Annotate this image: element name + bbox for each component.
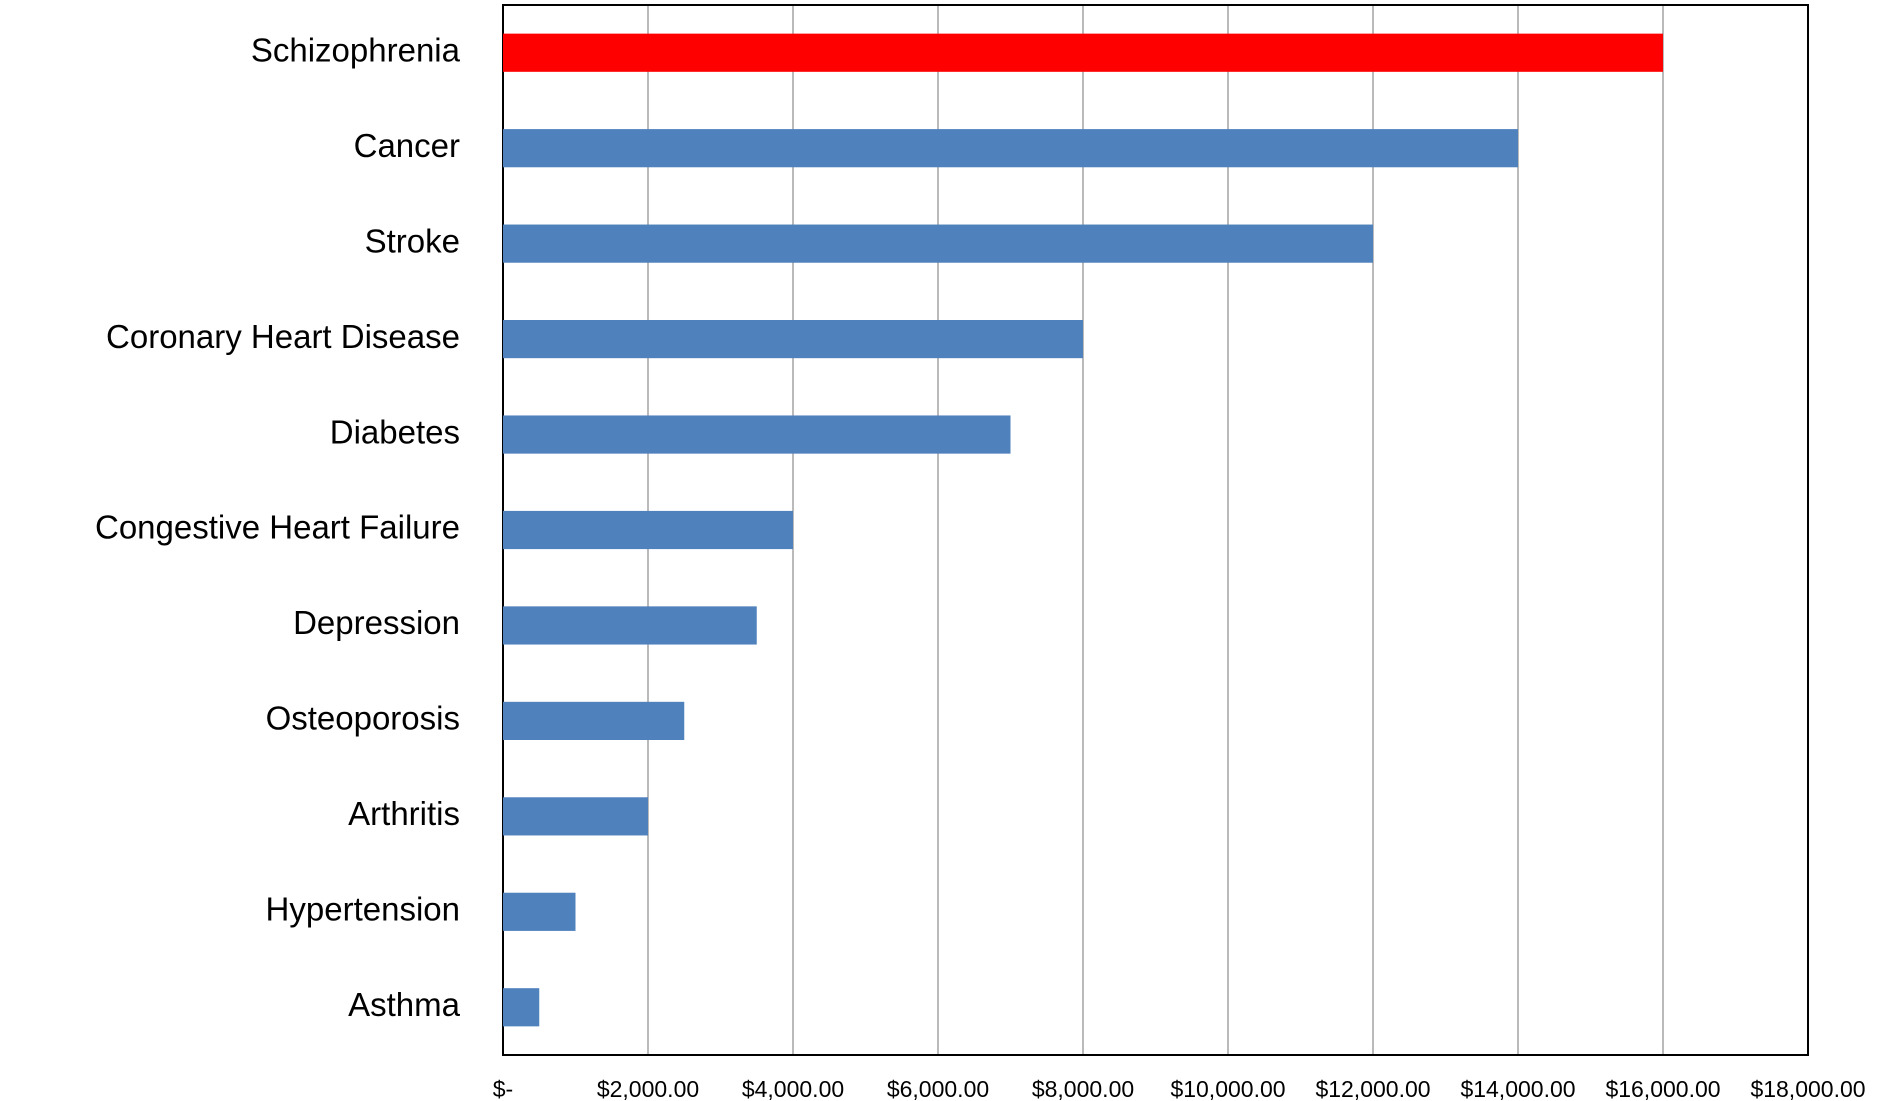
- bar: [503, 510, 793, 550]
- x-tick-label: $2,000.00: [597, 1076, 699, 1101]
- x-tick-label: $6,000.00: [887, 1076, 989, 1101]
- y-tick-label: Arthritis: [348, 795, 460, 832]
- y-tick-label: Congestive Heart Failure: [95, 509, 460, 546]
- y-tick-label: Asthma: [348, 986, 461, 1023]
- bar: [503, 129, 1518, 168]
- x-tick-label: $16,000.00: [1605, 1076, 1720, 1101]
- bar: [503, 892, 576, 931]
- x-tick-label: $12,000.00: [1315, 1076, 1430, 1101]
- bar: [503, 415, 1011, 454]
- y-tick-label: Depression: [293, 604, 460, 641]
- bar: [503, 701, 685, 740]
- x-tick-label: $14,000.00: [1460, 1076, 1575, 1101]
- bar: [503, 33, 1663, 72]
- x-tick-label: $-: [493, 1076, 513, 1101]
- x-tick-label: $10,000.00: [1170, 1076, 1285, 1101]
- bar: [503, 606, 757, 645]
- x-tick-label: $4,000.00: [742, 1076, 844, 1101]
- y-tick-label: Schizophrenia: [251, 31, 461, 68]
- x-tick-label: $8,000.00: [1032, 1076, 1134, 1101]
- y-tick-label: Hypertension: [266, 891, 460, 928]
- bar: [503, 224, 1373, 263]
- bar: [503, 797, 648, 836]
- y-tick-label: Stroke: [365, 222, 460, 259]
- y-tick-label: Cancer: [354, 127, 460, 164]
- y-tick-label: Diabetes: [330, 413, 460, 450]
- y-tick-label: Coronary Heart Disease: [106, 318, 460, 355]
- bar: [503, 320, 1083, 359]
- y-tick-label: Osteoporosis: [266, 700, 460, 737]
- x-tick-label: $18,000.00: [1750, 1076, 1865, 1101]
- bar: [503, 988, 540, 1027]
